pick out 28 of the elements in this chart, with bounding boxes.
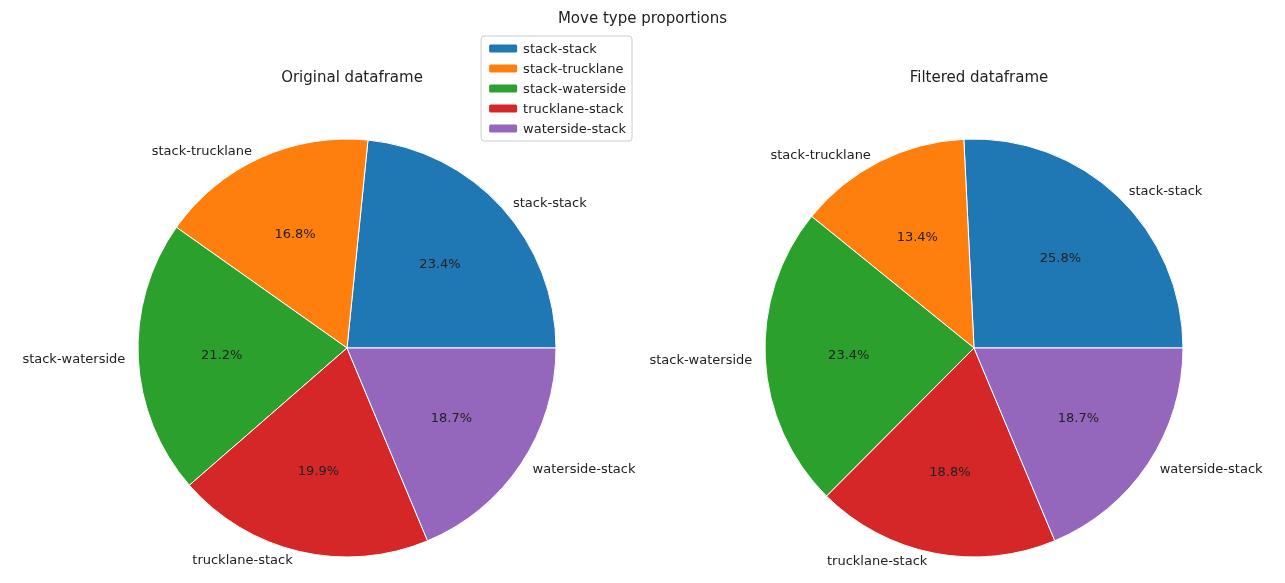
legend-label: stack-waterside	[523, 81, 627, 96]
slice-label: trucklane-stack	[192, 551, 294, 567]
data-label: 19.9%	[297, 462, 340, 478]
data-label: 16.8%	[274, 226, 316, 242]
text: Original dataframe	[281, 67, 423, 86]
legend-label: waterside-stack	[523, 121, 627, 136]
slice-label: stack-trucklane	[151, 143, 253, 159]
slice-label: stack-waterside	[649, 352, 753, 368]
data-label: 13.4%	[896, 228, 938, 244]
slice-label: stack-stack	[1128, 183, 1203, 199]
data-label: 25.8%	[1039, 249, 1082, 265]
slice-label: trucklane-stack	[826, 553, 928, 569]
slice-label: stack-waterside	[22, 351, 126, 367]
slice-label: waterside-stack	[532, 460, 636, 476]
data-label: 21.2%	[201, 346, 243, 362]
legend-label: stack-trucklane	[523, 61, 624, 76]
slice-label: stack-trucklane	[770, 146, 871, 162]
data-label: 18.8%	[929, 463, 971, 479]
data-label: 18.7%	[1057, 409, 1100, 425]
data-label: 23.4%	[828, 347, 870, 363]
data-label: 23.4%	[419, 256, 461, 272]
legend-label: stack-stack	[523, 41, 598, 56]
data-label: 18.7%	[430, 410, 473, 425]
slice-label: stack-stack	[512, 194, 588, 210]
text: Move type proportions	[556, 9, 729, 27]
chart-title: Filtered dataframe	[909, 67, 1049, 86]
legend-label: trucklane-stack	[523, 101, 624, 116]
slice-label: waterside-stack	[1159, 460, 1264, 476]
